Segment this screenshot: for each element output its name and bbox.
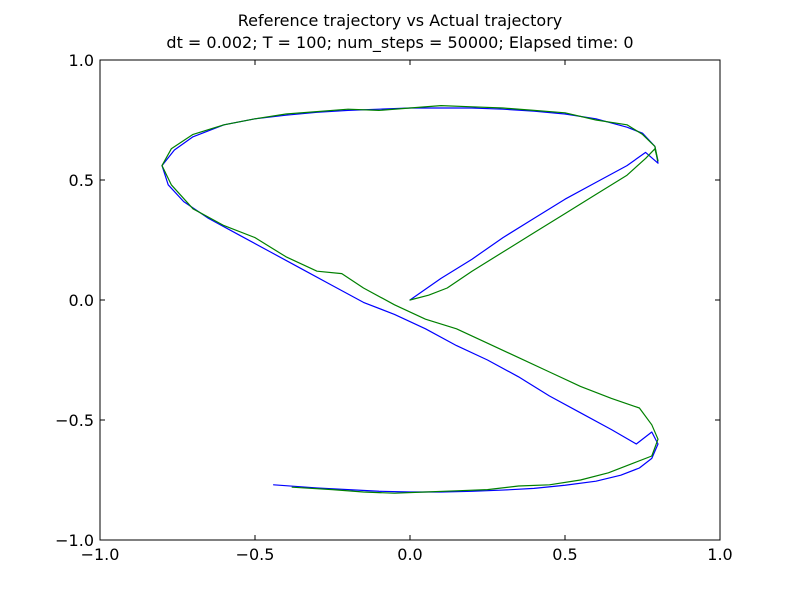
y-tick-label: 0.0: [69, 291, 94, 310]
title-group: Reference trajectory vs Actual trajector…: [166, 11, 633, 53]
x-tick-label: 0.5: [552, 545, 577, 564]
y-tick-label: 0.5: [69, 171, 94, 190]
x-tick-label: 1.0: [707, 545, 732, 564]
chart-title: Reference trajectory vs Actual trajector…: [238, 11, 563, 30]
y-tick-label: 1.0: [69, 51, 94, 70]
x-tick-label: −1.0: [81, 545, 120, 564]
x-tick-label: −0.5: [236, 545, 275, 564]
series-line-2: [161, 104, 659, 494]
y-tick-label: −0.5: [55, 411, 94, 430]
ticks-layer: [99, 59, 721, 541]
y-tick-label: −1.0: [55, 531, 94, 550]
chart-subtitle: dt = 0.002; T = 100; num_steps = 50000; …: [166, 33, 633, 53]
tick-labels-layer: −1.0 −0.5 0.0 0.5 1.0 −1.0 −0.5 0.0 0.5 1.0: [55, 51, 733, 564]
series-layer: [161, 104, 659, 494]
x-tick-label: 0.0: [397, 545, 422, 564]
